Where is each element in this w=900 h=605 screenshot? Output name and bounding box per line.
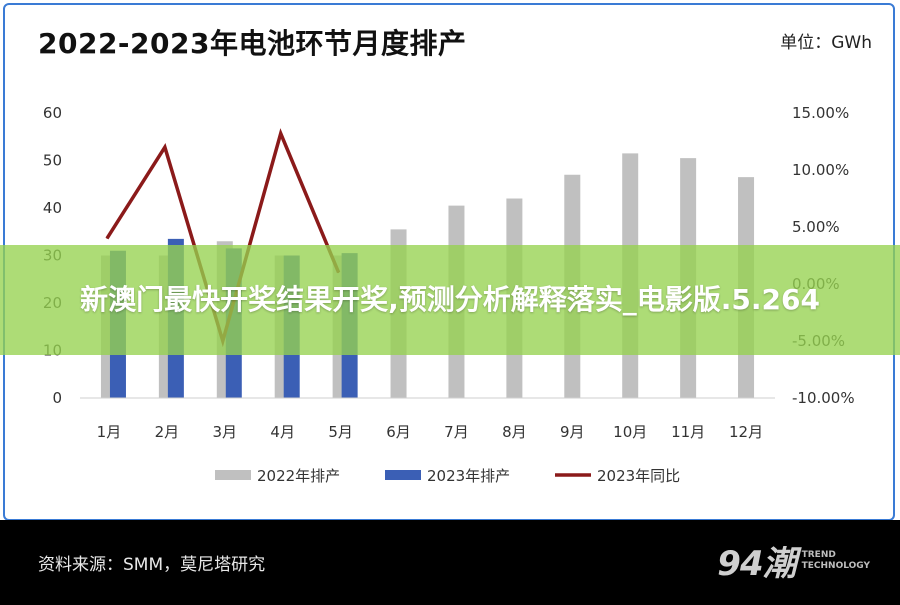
- banner-text: 新澳门最快开奖结果开奖,预测分析解释落实_电影版.5.264: [80, 283, 820, 316]
- unit-label: 单位：GWh: [780, 33, 872, 53]
- x-tick-label: 1月: [97, 423, 122, 441]
- yoy-point: [106, 237, 108, 239]
- logo-sub-line1: TREND: [801, 549, 836, 560]
- footer-bar: 资料来源：SMM，莫尼塔研究 94潮 TREND TECHNOLOGY: [0, 520, 900, 605]
- logo-sub-line2: TECHNOLOGY: [801, 560, 870, 571]
- left-tick-label: 0: [52, 389, 62, 407]
- logo-subtitle: TREND TECHNOLOGY: [802, 550, 870, 572]
- logo-mark: 94潮: [717, 544, 796, 584]
- yoy-point: [164, 146, 166, 148]
- right-tick-label: -10.00%: [792, 389, 855, 407]
- source-note: 资料来源：SMM，莫尼塔研究: [38, 555, 266, 575]
- x-tick-label: 11月: [671, 423, 705, 441]
- brand-logo: 94潮 TREND TECHNOLOGY: [717, 536, 870, 585]
- legend-label: 2022年排产: [257, 467, 340, 485]
- legend-swatch: [385, 470, 421, 480]
- overlay-banner: 新澳门最快开奖结果开奖,预测分析解释落实_电影版.5.264: [0, 245, 900, 355]
- chart-title: 2022-2023年电池环节月度排产: [38, 27, 467, 60]
- x-tick-label: 8月: [502, 423, 527, 441]
- x-tick-label: 6月: [386, 423, 411, 441]
- left-tick-label: 40: [43, 199, 62, 217]
- x-tick-label: 5月: [328, 423, 353, 441]
- right-tick-label: 10.00%: [792, 161, 849, 179]
- x-tick-label: 9月: [560, 423, 585, 441]
- x-axis: 1月 2月 3月 4月 5月 6月 7月 8月 9月 10月 11月 12月: [97, 423, 763, 441]
- x-tick-label: 4月: [270, 423, 295, 441]
- yoy-point: [280, 133, 282, 135]
- right-tick-label: 15.00%: [792, 104, 849, 122]
- legend-swatch: [215, 470, 251, 480]
- legend-label: 2023年同比: [597, 467, 680, 485]
- x-tick-label: 12月: [729, 423, 763, 441]
- x-tick-label: 10月: [613, 423, 647, 441]
- right-tick-label: 5.00%: [792, 218, 840, 236]
- left-tick-label: 50: [43, 152, 62, 170]
- x-tick-label: 7月: [444, 423, 469, 441]
- x-tick-label: 3月: [213, 423, 238, 441]
- legend-label: 2023年排产: [427, 467, 510, 485]
- x-tick-label: 2月: [155, 423, 180, 441]
- left-tick-label: 60: [43, 104, 62, 122]
- legend: 2022年排产 2023年排产 2023年同比: [215, 467, 680, 485]
